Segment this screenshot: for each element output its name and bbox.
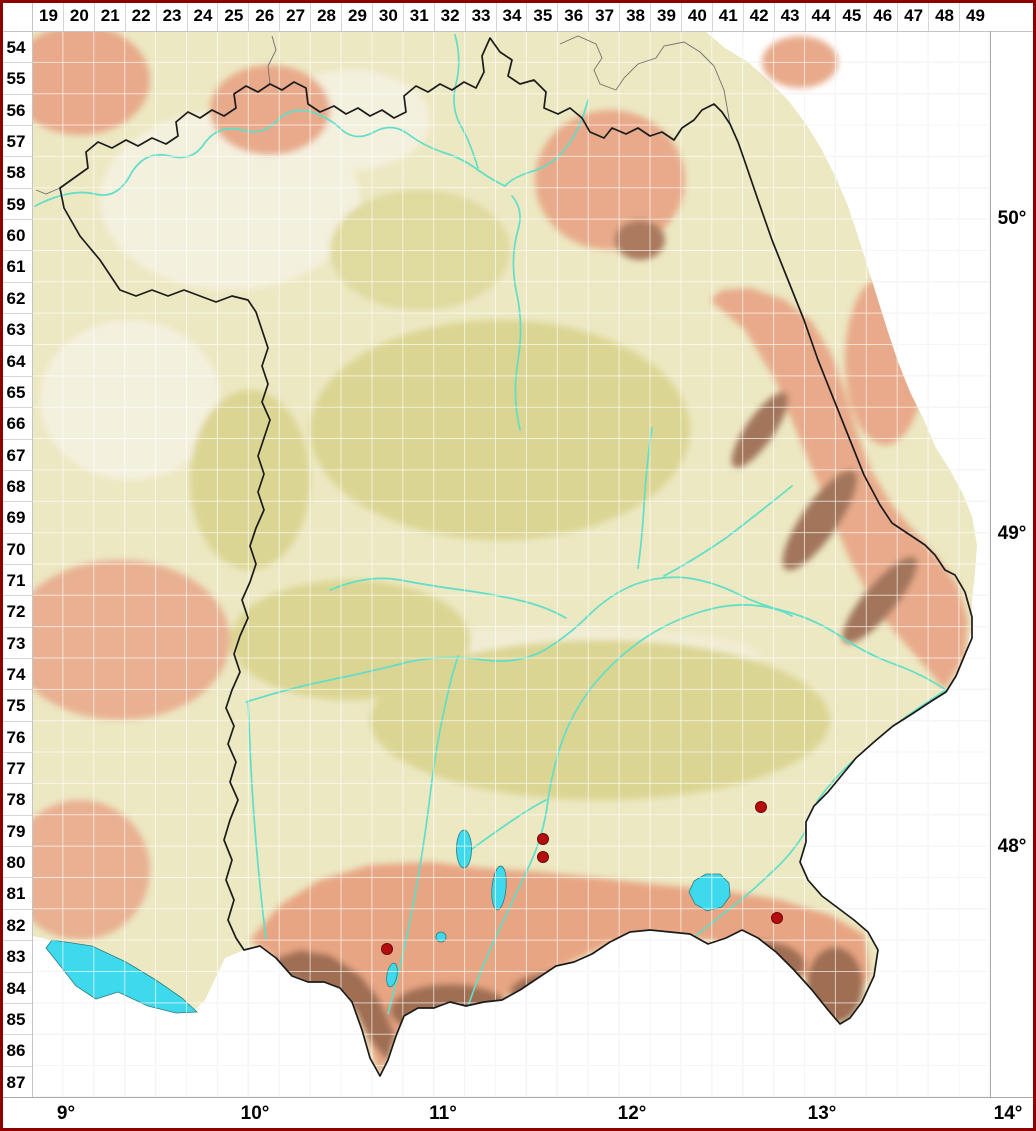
- row-header-cell: 70: [0, 532, 32, 565]
- occurrence-dot[interactable]: [755, 801, 767, 813]
- row-header-cell: 56: [0, 93, 32, 126]
- column-header-cell: 26: [248, 0, 280, 31]
- lake-staffelsee: [435, 931, 447, 943]
- column-header-cell: 37: [588, 0, 620, 31]
- lakes: [45, 829, 731, 1014]
- bavaria-boundary: [59, 37, 973, 1077]
- column-header-cell: 48: [928, 0, 960, 31]
- row-header-cell: 61: [0, 250, 32, 282]
- column-header-cell: 38: [619, 0, 651, 31]
- latitude-label: 48°: [997, 836, 1027, 857]
- rowheader-edge: [32, 0, 33, 1097]
- grid-lines: [32, 31, 990, 1097]
- row-header-cell: 60: [0, 219, 32, 251]
- column-header-cell: 44: [804, 0, 837, 31]
- column-header-cell: 45: [835, 0, 867, 31]
- neighbour-borders: [35, 35, 731, 195]
- column-header-cell: 40: [680, 0, 713, 31]
- row-header-cell: 76: [0, 720, 32, 753]
- row-header-cell: 73: [0, 626, 32, 659]
- row-header-cell: 57: [0, 125, 32, 157]
- column-header-cell: 49: [959, 0, 991, 31]
- column-header-cell: 25: [217, 0, 249, 31]
- longitude-label: 13°: [807, 1103, 837, 1124]
- row-header-cell: 77: [0, 752, 32, 784]
- column-header-cell: 42: [742, 0, 775, 31]
- longitude-label: 10°: [240, 1103, 270, 1124]
- right-margin-line: [990, 31, 991, 1097]
- column-header-cell: 34: [495, 0, 528, 31]
- row-header-cell: 59: [0, 187, 32, 220]
- lake-forggensee: [386, 962, 398, 988]
- column-header-cell: 36: [557, 0, 589, 31]
- row-header-cell: 75: [0, 689, 32, 721]
- latitude-label: 49°: [997, 523, 1027, 544]
- row-header-cell: 87: [0, 1065, 32, 1098]
- row-header-cell: 83: [0, 940, 32, 972]
- row-header-cell: 65: [0, 375, 32, 408]
- column-header-cell: 39: [650, 0, 682, 31]
- header-underline: [0, 31, 1036, 32]
- column-header-cell: 23: [155, 0, 188, 31]
- row-header-cell: 86: [0, 1034, 32, 1066]
- column-header-cell: 20: [62, 0, 95, 31]
- occurrence-dots: [381, 801, 783, 955]
- column-header-cell: 46: [866, 0, 898, 31]
- row-header-cell: 71: [0, 563, 32, 596]
- row-header-cell: 79: [0, 814, 32, 847]
- longitude-label: 12°: [617, 1103, 647, 1124]
- lake-bodensee: [45, 939, 198, 1014]
- column-header-cell: 33: [464, 0, 497, 31]
- row-header-cell: 54: [0, 31, 32, 63]
- row-header-cell: 68: [0, 469, 32, 502]
- column-header-cell: 30: [371, 0, 404, 31]
- row-header-cell: 80: [0, 846, 32, 878]
- column-header-cell: 22: [124, 0, 157, 31]
- row-header-cell: 74: [0, 658, 32, 690]
- row-header-cell: 82: [0, 908, 32, 941]
- bottom-margin-line: [0, 1097, 1036, 1098]
- row-header-cell: 66: [0, 407, 32, 439]
- lake-chiemsee: [688, 873, 731, 912]
- occurrence-dot[interactable]: [771, 912, 783, 924]
- column-header-cell: 29: [341, 0, 373, 31]
- row-header-cell: 55: [0, 62, 32, 94]
- row-header-cell: 64: [0, 344, 32, 377]
- occurrence-dot[interactable]: [537, 851, 549, 863]
- column-header-cell: 28: [310, 0, 342, 31]
- row-header-cell: 84: [0, 971, 32, 1004]
- row-header-cell: 58: [0, 156, 32, 188]
- column-header-cell: 21: [93, 0, 126, 31]
- longitude-label: 9°: [56, 1103, 76, 1124]
- column-header-cell: 24: [186, 0, 219, 31]
- row-header-cell: 78: [0, 783, 32, 815]
- row-header-cell: 72: [0, 595, 32, 627]
- occurrence-dot[interactable]: [381, 943, 393, 955]
- column-header-cell: 19: [32, 0, 64, 31]
- latitude-label: 50°: [997, 208, 1027, 229]
- lake-ammersee: [456, 829, 472, 869]
- column-header-cell: 31: [402, 0, 435, 31]
- row-header-cell: 85: [0, 1002, 32, 1035]
- row-header-cell: 63: [0, 313, 32, 345]
- longitude-label: 14°: [993, 1103, 1023, 1124]
- row-header-cell: 67: [0, 438, 32, 471]
- longitude-label: 11°: [429, 1103, 457, 1124]
- row-header-cell: 62: [0, 281, 32, 314]
- column-header-cell: 47: [897, 0, 929, 31]
- row-header-cell: 81: [0, 877, 32, 909]
- column-header-cell: 32: [433, 0, 466, 31]
- column-header-cell: 41: [711, 0, 744, 31]
- occurrence-dot[interactable]: [537, 833, 549, 845]
- column-header-cell: 35: [526, 0, 558, 31]
- column-header-cell: 27: [279, 0, 311, 31]
- column-header-cell: 43: [773, 0, 806, 31]
- row-header-cell: 69: [0, 501, 32, 533]
